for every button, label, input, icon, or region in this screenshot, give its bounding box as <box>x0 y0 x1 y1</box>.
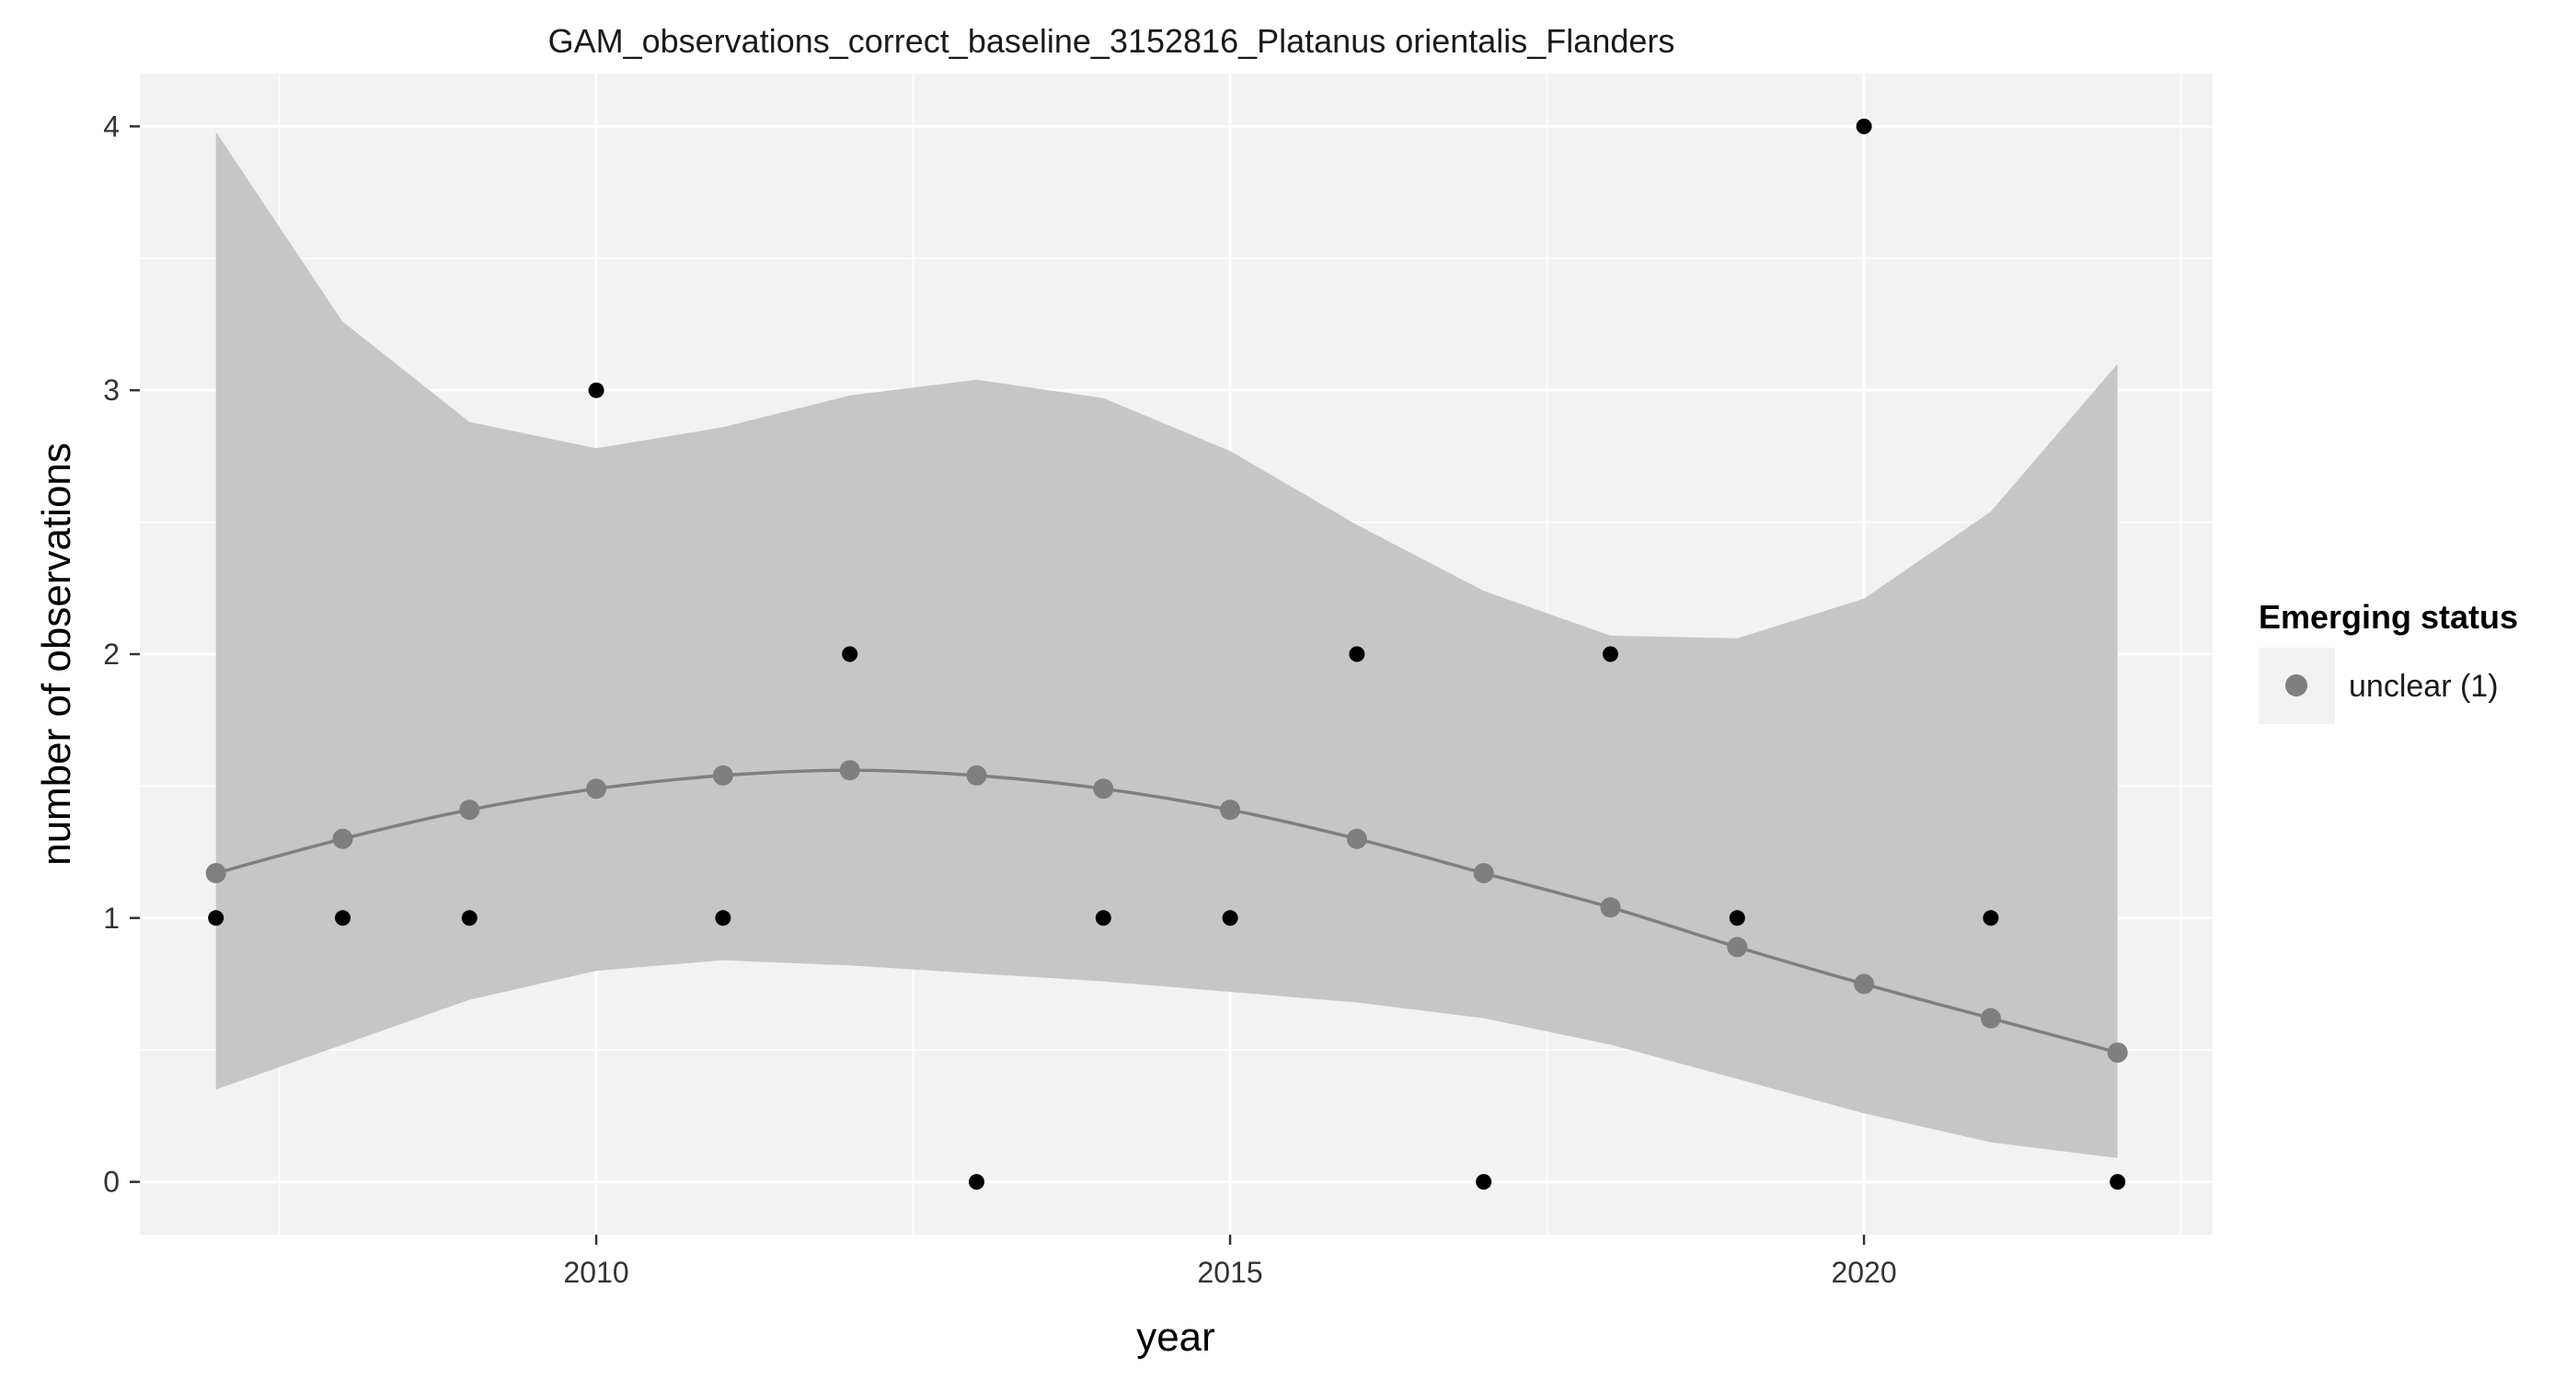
fit-point <box>332 828 353 849</box>
fit-point <box>1093 778 1114 799</box>
observation-point <box>1095 910 1111 926</box>
y-tick-label: 0 <box>103 1166 120 1199</box>
x-tick-label: 2010 <box>563 1256 628 1289</box>
y-tick-label: 3 <box>103 374 120 407</box>
fit-point <box>1980 1007 2001 1029</box>
observation-point <box>1983 910 1999 926</box>
observation-point <box>1856 118 1872 134</box>
y-tick-label: 4 <box>103 109 120 143</box>
legend: Emerging status unclear (1) <box>2259 598 2518 724</box>
observation-point <box>461 910 477 926</box>
x-tick-label: 2015 <box>1197 1256 1262 1289</box>
fit-point <box>1346 828 1367 849</box>
x-tick-label: 2020 <box>1831 1256 1896 1289</box>
observation-point <box>1349 646 1365 662</box>
observation-point <box>588 382 604 398</box>
fit-points <box>205 760 2128 1064</box>
y-axis: 0 1 2 3 4 <box>103 109 140 1199</box>
y-tick-label: 1 <box>103 902 120 935</box>
fit-point <box>1854 973 1875 995</box>
legend-label-unclear: unclear (1) <box>2349 669 2499 704</box>
legend-title: Emerging status <box>2259 598 2518 636</box>
fit-point <box>1600 897 1621 918</box>
observation-point <box>842 646 858 662</box>
fit-point <box>966 765 987 786</box>
y-axis-title: number of observations <box>34 443 79 866</box>
observation-point <box>1603 646 1618 662</box>
x-axis: 2010 2015 2020 <box>563 1235 1897 1289</box>
observation-point <box>208 910 224 926</box>
fit-point <box>1473 863 1494 884</box>
observation-points <box>208 118 2126 1190</box>
observation-point <box>2110 1174 2126 1190</box>
fit-point <box>205 863 226 884</box>
fit-point <box>712 765 733 786</box>
observation-point <box>969 1174 984 1190</box>
legend-key-marker <box>2285 674 2307 696</box>
fit-point <box>2107 1042 2128 1064</box>
observation-point <box>335 910 351 926</box>
fit-point <box>459 799 480 821</box>
x-axis-title: year <box>1136 1315 1215 1360</box>
chart-title: GAM_observations_correct_baseline_315281… <box>548 22 1675 60</box>
fit-point <box>586 778 607 799</box>
observation-point <box>1222 910 1238 926</box>
fit-point <box>839 760 860 781</box>
observation-point <box>1476 1174 1492 1190</box>
observation-point <box>715 910 731 926</box>
confidence-ribbon <box>215 132 2118 1158</box>
observation-point <box>1729 910 1745 926</box>
fit-point <box>1727 937 1748 958</box>
fit-point <box>1220 799 1241 821</box>
y-tick-label: 2 <box>103 638 120 671</box>
fit-line <box>215 768 2119 1054</box>
